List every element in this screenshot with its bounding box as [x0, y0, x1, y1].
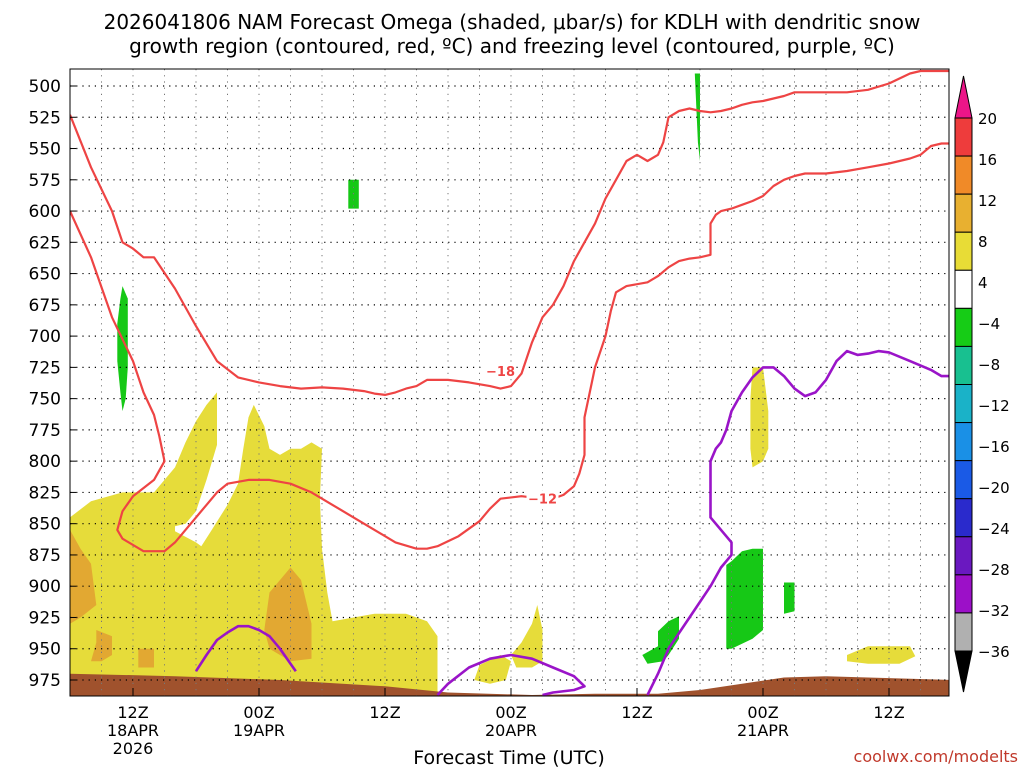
- colorbar-swatch: [954, 536, 973, 576]
- colorbar-swatch: [954, 231, 973, 271]
- colorbar-tick-label: −32: [978, 602, 1010, 620]
- pressure-axis: 500 525 550 575 600 625 650 675 700 725 750 775 800 8…: [29, 77, 76, 691]
- colorbar-tick-label: −4: [978, 315, 1000, 333]
- x-tick-label: 12Z: [369, 703, 400, 722]
- colorbar-swatch: [954, 155, 973, 195]
- omega-region-1-3: [264, 567, 312, 662]
- y-tick-label: 525: [29, 108, 61, 128]
- x-tick-label: 19APR: [233, 721, 285, 740]
- contour--12-1: [70, 142, 949, 553]
- colorbar-tick-label: 12: [978, 192, 997, 210]
- x-tick-label: 12Z: [117, 703, 148, 722]
- y-tick-label: 975: [29, 671, 61, 691]
- omega-region-2-4: [726, 548, 763, 649]
- colorbar-swatch: [954, 422, 973, 462]
- colorbar-swatch: [954, 307, 973, 347]
- colorbar-tick-label: −20: [978, 479, 1010, 497]
- colorbar-tick-label: −24: [978, 520, 1010, 538]
- contour--18-0: [70, 69, 949, 396]
- colorbar-tick-label: −16: [978, 438, 1010, 456]
- omega-shading: [70, 73, 916, 693]
- chart-title-line2: growth region (contoured, red, ºC) and f…: [129, 34, 895, 58]
- colorbar-swatch: [954, 498, 973, 538]
- colorbar-swatch: [954, 193, 973, 233]
- colorbar-swatch: [954, 117, 973, 157]
- colorbar-swatch: [954, 574, 973, 614]
- omega-region-2-0: [117, 286, 128, 412]
- gridlines: [70, 69, 949, 696]
- omega-region-2-2: [694, 73, 700, 161]
- colorbar-swatch: [954, 384, 973, 424]
- y-tick-label: 925: [29, 608, 61, 628]
- contour-label: −18: [486, 365, 515, 380]
- x-axis-label: Forecast Time (UTC): [413, 747, 604, 768]
- contour-label-bg: [484, 363, 517, 379]
- omega-region-2-5: [784, 582, 795, 614]
- contour-0C-3: [436, 653, 586, 696]
- omega-region-0-0: [70, 392, 438, 693]
- y-tick-label: 625: [29, 233, 61, 253]
- contour-label: −12: [528, 493, 557, 508]
- colorbar-tick-label: 8: [978, 233, 988, 251]
- colorbar-tick-label: −12: [978, 397, 1010, 415]
- x-tick-label: 12Z: [873, 703, 904, 722]
- omega-region-0-3: [750, 367, 769, 468]
- y-tick-label: 725: [29, 358, 61, 378]
- colorbar-swatch: [954, 345, 973, 385]
- colorbar-swatch: [954, 612, 973, 652]
- y-tick-label: 650: [29, 265, 61, 285]
- y-tick-label: 850: [29, 515, 61, 535]
- colorbar-bottom-arrow: [954, 650, 973, 693]
- x-tick-label: 00Z: [747, 703, 778, 722]
- x-tick-label: 2026: [113, 739, 154, 758]
- y-tick-label: 800: [29, 452, 61, 472]
- y-tick-label: 500: [29, 77, 61, 97]
- chart-title-line1: 2026041806 NAM Forecast Omega (shaded, μ…: [104, 10, 921, 34]
- x-tick-label: 00Z: [243, 703, 274, 722]
- colorbar-tick-label: 20: [978, 110, 997, 128]
- omega-region-0-4: [847, 646, 916, 664]
- y-tick-label: 950: [29, 640, 61, 660]
- omega-region-1-0: [70, 529, 97, 624]
- x-tick-label: 21APR: [737, 721, 789, 740]
- colorbar-tick-label: −8: [978, 356, 1000, 374]
- y-tick-label: 875: [29, 546, 61, 566]
- omega-region-0-1: [474, 655, 511, 684]
- colorbar: 20 16 12 8 4 −4 −8 −12 −16 −20 −24 −28 −32 −36: [954, 75, 1010, 693]
- y-tick-label: 900: [29, 577, 61, 597]
- omega-region-0-2: [511, 605, 543, 668]
- y-tick-label: 550: [29, 140, 61, 160]
- y-tick-label: 600: [29, 202, 61, 222]
- y-tick-label: 700: [29, 327, 61, 347]
- x-tick-label: 18APR: [107, 721, 159, 740]
- contour-0C-4: [646, 349, 949, 696]
- contour-label-bg: [526, 490, 559, 506]
- y-tick-label: 675: [29, 296, 61, 316]
- temperature-contours: −18 −12: [70, 69, 949, 696]
- colorbar-swatch: [954, 460, 973, 500]
- colorbar-tick-label: 16: [978, 151, 997, 169]
- colorbar-tick-label: −28: [978, 561, 1010, 579]
- y-tick-label: 750: [29, 390, 61, 410]
- contour-0C-2: [194, 624, 297, 672]
- y-tick-label: 575: [29, 171, 61, 191]
- colorbar-tick-label: 4: [978, 274, 988, 292]
- colorbar-top-arrow: [954, 75, 973, 119]
- y-tick-label: 825: [29, 483, 61, 503]
- y-tick-label: 775: [29, 421, 61, 441]
- ground-fill: [70, 673, 949, 696]
- x-tick-label: 12Z: [621, 703, 652, 722]
- colorbar-tick-label: −36: [978, 643, 1010, 661]
- plot-frame: [69, 68, 950, 697]
- omega-region-2-3: [642, 616, 679, 664]
- omega-region-1-2: [138, 648, 154, 668]
- x-tick-label: 00Z: [495, 703, 526, 722]
- x-tick-label: 20APR: [485, 721, 537, 740]
- credit-text: coolwx.com/modelts: [854, 747, 1018, 766]
- terrain-ground: [70, 673, 949, 696]
- colorbar-swatch: [954, 269, 973, 309]
